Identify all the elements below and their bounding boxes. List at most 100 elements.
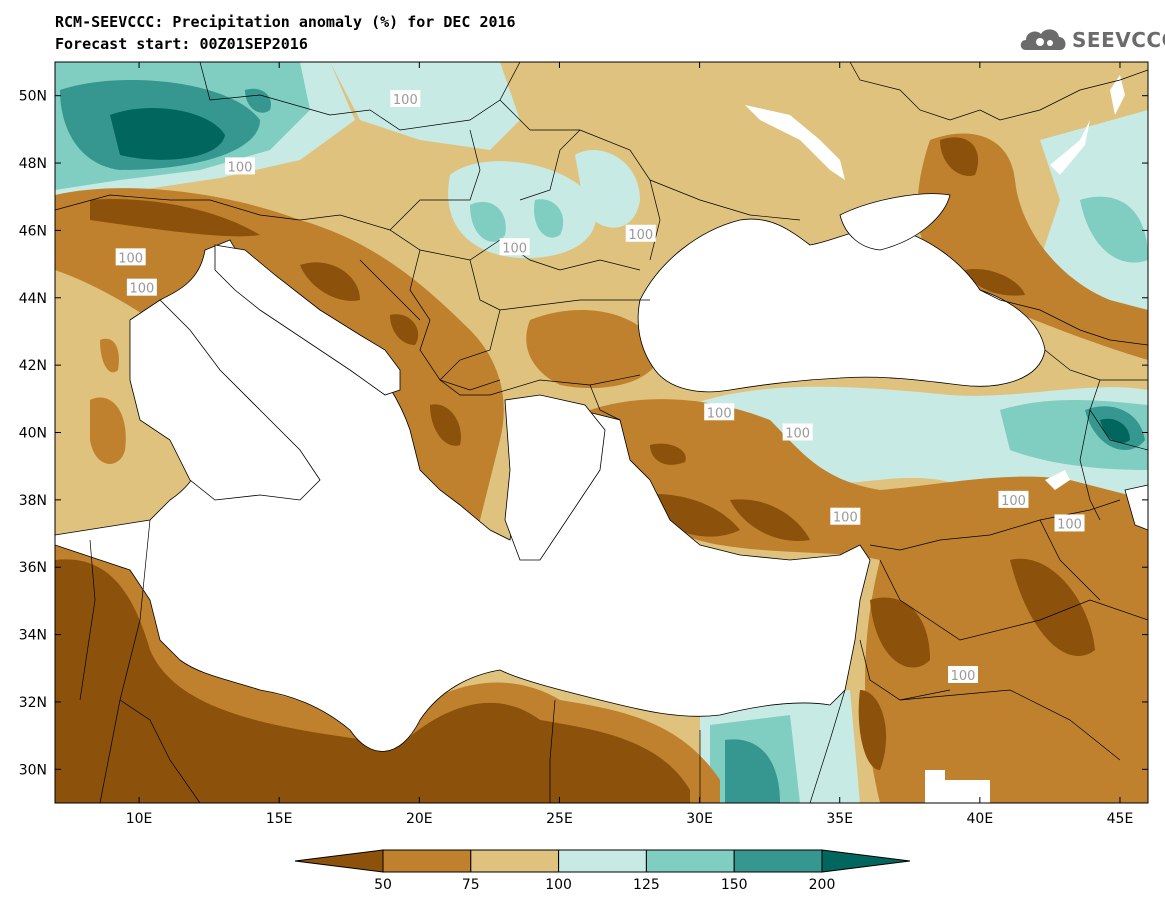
seevccc-logo: SEEVCCC	[1018, 22, 1165, 56]
field-wet2-caucasus	[1080, 196, 1148, 263]
lon-tick-label: 20E	[406, 811, 433, 827]
border-line	[1089, 379, 1148, 451]
lat-tick-label: 44N	[19, 291, 47, 307]
country-borders	[55, 62, 1148, 803]
volga-reservoir	[1050, 120, 1090, 175]
contour-label-text: 100	[118, 251, 143, 266]
field-wet2-hungary-b	[534, 199, 564, 238]
lat-tick-label: 46N	[19, 223, 47, 239]
field-wet-carpathians	[330, 62, 520, 150]
contour-label-text: 100	[707, 406, 732, 421]
field-vdry-sinai	[858, 690, 887, 770]
border-line	[389, 129, 481, 231]
contour-label-box	[948, 666, 979, 684]
border-line	[409, 249, 501, 391]
colorbar-label: 125	[633, 877, 660, 893]
lon-tick-label: 35E	[826, 811, 853, 827]
tyrrhenian-west	[129, 299, 321, 501]
colorbar-segment	[558, 849, 647, 873]
colorbar: 50 75 100 125 150 200	[294, 849, 911, 893]
lat-tick-label: 42N	[19, 358, 47, 374]
lon-tick-label: 30E	[686, 811, 713, 827]
contour-label: 100	[830, 507, 861, 526]
colorbar-segment	[382, 849, 472, 873]
contour-label-box	[1054, 514, 1085, 532]
forecast-start-label: Forecast start: 00Z01SEP2016	[55, 35, 308, 53]
lat-tick-label: 30N	[19, 762, 47, 778]
field-vdry-russia	[940, 137, 979, 176]
contour-label-box	[998, 490, 1029, 508]
contour-label-box	[224, 157, 255, 175]
border-line	[649, 179, 801, 221]
field-wet4-germany	[110, 107, 225, 160]
dnieper-reservoir	[745, 105, 845, 180]
field-dry-sardinia	[90, 397, 126, 464]
border-line	[899, 689, 1121, 761]
field-vdry-anatolia-b	[650, 443, 686, 465]
field-wet4-ecaucasus	[1100, 418, 1130, 444]
border-line	[119, 699, 201, 803]
contour-label: 100	[224, 157, 255, 175]
border-line	[809, 689, 846, 803]
field-vdry-anatolia	[640, 494, 740, 537]
field-vdry-nafrica	[55, 559, 690, 803]
contour-label: 100	[998, 490, 1029, 509]
field-vdry-montenegro	[390, 314, 419, 345]
lon-tick-label: 45E	[1107, 811, 1134, 827]
lon-tick-label: 15E	[266, 811, 293, 827]
contour-label-text: 100	[628, 228, 653, 243]
border-line	[979, 289, 1148, 346]
field-dry-balkans-east	[526, 310, 660, 389]
colorbar-label: 75	[462, 877, 480, 893]
sea-mask	[55, 75, 1148, 803]
colorbar-label: 100	[545, 877, 572, 893]
contour-label-box	[126, 278, 157, 296]
contour-label: 100	[948, 666, 979, 684]
contour-label-box	[499, 238, 530, 256]
contour-label: 100	[1054, 514, 1085, 532]
lat-tick-label: 48N	[19, 156, 47, 172]
lat-tick-label: 36N	[19, 560, 47, 576]
field-wet-romania	[575, 150, 640, 228]
contour-label: 100	[625, 224, 656, 243]
contour-label-text: 100	[228, 160, 253, 175]
border-line	[1044, 349, 1148, 381]
lat-tick-label: 40N	[19, 426, 47, 442]
lat-tick-label: 38N	[19, 493, 47, 509]
colorbar-high-arrow	[821, 849, 911, 873]
field-wet3-egypt	[725, 739, 780, 803]
aegean-sea	[504, 394, 606, 561]
border-line	[859, 639, 951, 701]
border-line	[1039, 519, 1101, 601]
contour-label-box	[625, 224, 656, 242]
lon-tick-label: 40E	[967, 811, 994, 827]
field-wet3-poland	[245, 88, 271, 113]
colorbar-label: 200	[809, 877, 836, 893]
contour-label-box	[830, 507, 861, 525]
contour-label-text: 100	[785, 427, 810, 442]
border-line	[359, 259, 421, 321]
contour-label-box	[115, 248, 146, 266]
colorbar-segment	[470, 849, 560, 873]
field-wet2-hungary	[470, 201, 506, 242]
field-vdry-bosnia	[300, 262, 360, 301]
border-line	[549, 699, 556, 803]
adriatic-sea	[214, 244, 401, 396]
contour-label-box	[782, 423, 813, 441]
field-dry-corsica	[100, 338, 119, 373]
lon-tick-label: 10E	[126, 811, 153, 827]
contour-label-text: 100	[129, 282, 154, 297]
contour-label: 100	[115, 248, 146, 266]
contour-label-text: 100	[951, 669, 976, 684]
contour-label: 100	[782, 423, 813, 442]
border-line	[469, 259, 650, 311]
contour-label-text: 100	[1057, 517, 1082, 532]
mediterranean-sea	[55, 239, 871, 752]
field-vdry-caucasus-n	[965, 269, 1025, 296]
border-line	[439, 309, 501, 381]
contour-label: 100	[126, 278, 157, 297]
colorbar-label: 150	[721, 877, 748, 893]
map-title: RCM-SEEVCCC: Precipitation anomaly (%) f…	[55, 13, 516, 31]
field-vdry-alps	[90, 199, 260, 237]
